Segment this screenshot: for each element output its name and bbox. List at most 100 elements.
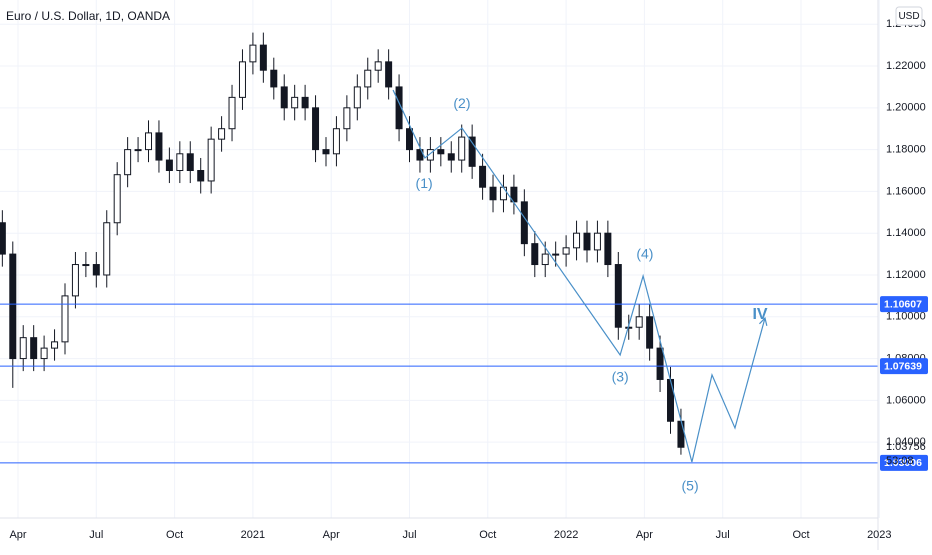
y-tick-label: 1.16000	[886, 185, 926, 197]
candle-body	[124, 149, 132, 176]
candle-body	[312, 107, 320, 151]
last-price-label: 1.03756	[886, 441, 926, 453]
candle-body	[343, 107, 351, 130]
candle-body	[40, 347, 48, 360]
candle-body	[364, 69, 372, 88]
candle-body	[552, 253, 560, 256]
currency-button[interactable]	[895, 6, 923, 26]
candle-body	[197, 170, 205, 182]
candle-body	[395, 86, 403, 130]
candle-body	[520, 201, 528, 245]
level-label: 1.07639	[884, 360, 922, 372]
x-tick-label: Jul	[89, 529, 103, 541]
candle-body	[301, 96, 309, 109]
wave-label: (5)	[682, 478, 699, 494]
candle-body	[134, 149, 142, 152]
candle-body	[322, 149, 330, 155]
x-tick-label: Oct	[166, 529, 183, 541]
candle-body	[541, 253, 549, 266]
candle-body	[51, 341, 59, 349]
candle-body	[353, 86, 361, 109]
candle-body	[249, 44, 257, 63]
x-tick-label: 2021	[241, 529, 265, 541]
y-tick-label: 1.06000	[886, 394, 926, 406]
candle-body	[228, 96, 236, 130]
candle-body	[593, 232, 601, 251]
candle-body	[218, 128, 226, 140]
candle-body	[656, 347, 664, 380]
level-badge	[880, 454, 928, 471]
candle-body	[614, 264, 622, 328]
candle-body	[447, 153, 455, 161]
candle-body	[103, 222, 111, 276]
x-tick-label: Apr	[323, 529, 340, 541]
chart-title: Euro / U.S. Dollar, 1D, OANDA	[6, 9, 170, 23]
candle-body	[30, 337, 38, 360]
candle-body	[604, 232, 612, 266]
candle-body	[165, 159, 173, 172]
candle-body	[667, 378, 675, 422]
wave-label: (2)	[453, 95, 470, 111]
candle-body	[406, 128, 414, 151]
candle-body	[270, 69, 278, 88]
candle-body	[677, 420, 685, 448]
level-badge	[880, 296, 928, 313]
x-tick-label: Jul	[716, 529, 730, 541]
candle-body	[186, 153, 194, 172]
level-badge	[880, 358, 928, 375]
candle-body	[646, 316, 654, 349]
candle-body	[92, 264, 100, 276]
grid	[0, 0, 880, 518]
candle-body	[332, 128, 340, 155]
candle-body	[19, 337, 27, 360]
candle-body	[9, 253, 17, 360]
candle-body	[61, 295, 69, 343]
candle-body	[573, 232, 581, 249]
x-tick-label: 2023	[867, 529, 891, 541]
y-tick-label: 1.10000	[886, 311, 926, 323]
candle-body	[82, 264, 90, 267]
candle-body	[238, 61, 246, 98]
candle-body	[113, 174, 121, 224]
y-tick-label: 1.12000	[886, 269, 926, 281]
candle-body	[385, 61, 393, 88]
level-label: 1.03006	[884, 457, 922, 469]
currency-label[interactable]: USD	[898, 11, 919, 22]
x-tick-label: Jul	[402, 529, 416, 541]
y-tick-label: 1.18000	[886, 144, 926, 156]
candle-body	[635, 316, 643, 328]
wave-label: (1)	[416, 175, 433, 191]
x-tick-label: 2022	[554, 529, 578, 541]
candle-body	[291, 96, 299, 109]
candle-body	[562, 247, 570, 255]
candle-body	[207, 138, 215, 182]
candle-body	[468, 136, 476, 167]
candle-body	[458, 136, 466, 161]
level-label: 1.10607	[884, 298, 922, 310]
candle-body	[259, 44, 267, 71]
x-tick-label: Oct	[479, 529, 496, 541]
wave-label: IV	[752, 306, 767, 323]
wave-path	[392, 89, 766, 463]
x-tick-label: Oct	[792, 529, 809, 541]
y-tick-label: 1.14000	[886, 227, 926, 239]
y-tick-label: 1.20000	[886, 102, 926, 114]
axes: 1.040001.060001.080001.100001.120001.140…	[9, 18, 928, 541]
candle-body	[71, 264, 79, 297]
wave-label: (3)	[612, 369, 629, 385]
candle-body	[499, 186, 507, 201]
x-tick-label: Apr	[9, 529, 26, 541]
candle-body	[280, 86, 288, 109]
candle-body	[583, 232, 591, 251]
y-tick-label: 1.22000	[886, 60, 926, 72]
candle-body	[0, 222, 6, 255]
wave-arrowhead	[759, 316, 768, 326]
x-tick-label: Apr	[636, 529, 653, 541]
candle-body	[176, 153, 184, 172]
plot-area	[0, 32, 878, 464]
candle-body	[145, 132, 153, 151]
candle-body	[155, 132, 163, 161]
candle-body	[374, 61, 382, 71]
